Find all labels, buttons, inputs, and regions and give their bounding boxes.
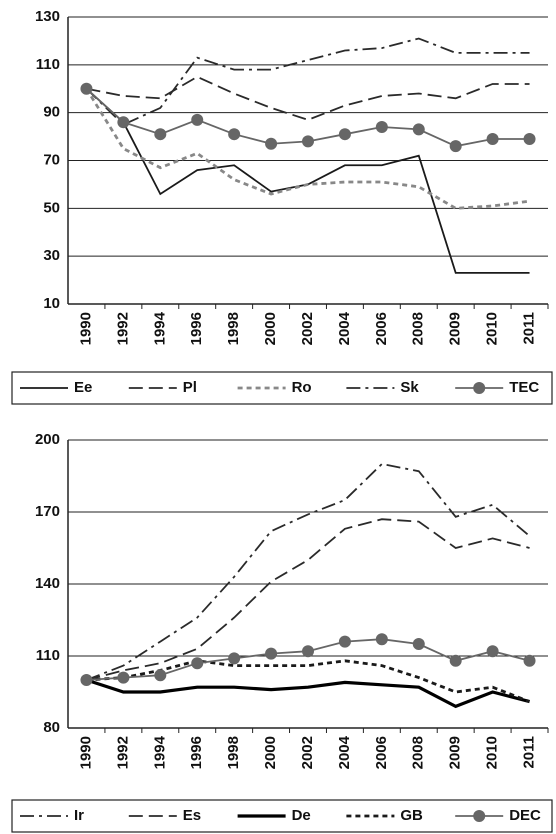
series-marker xyxy=(117,671,130,684)
legend-marker xyxy=(473,382,486,394)
legend-label: TEC xyxy=(509,379,539,396)
x-tick-label: 2002 xyxy=(299,312,316,345)
x-tick-label: 2006 xyxy=(373,736,390,769)
y-tick-label: 130 xyxy=(35,8,60,25)
series-marker xyxy=(154,669,167,682)
y-tick-label: 90 xyxy=(43,104,60,121)
x-tick-label: 1998 xyxy=(225,312,242,345)
x-tick-label: 1990 xyxy=(77,736,94,769)
series-line xyxy=(86,463,531,681)
legend-label: Pl xyxy=(183,379,197,396)
legend-box xyxy=(11,799,553,833)
legend-label: De xyxy=(292,807,311,824)
legend-label: Es xyxy=(183,807,201,824)
y-tick-label: 110 xyxy=(36,647,60,664)
legend-marker xyxy=(473,810,486,822)
y-tick-label: 50 xyxy=(43,199,60,216)
series-marker xyxy=(338,128,351,141)
legend-label: Ro xyxy=(292,379,312,396)
series-line xyxy=(86,659,531,703)
x-tick-label: 2004 xyxy=(336,311,353,345)
legend-label: Ee xyxy=(74,379,92,396)
series-marker xyxy=(228,652,241,665)
y-tick-label: 110 xyxy=(36,56,60,73)
legend-label: DEC xyxy=(509,807,541,824)
x-tick-label: 2009 xyxy=(447,736,464,769)
x-tick-label: 2008 xyxy=(410,312,427,345)
x-tick-label: 2011 xyxy=(521,312,538,345)
series-line xyxy=(85,37,530,126)
x-tick-label: 1994 xyxy=(151,735,168,769)
series-line xyxy=(85,678,530,709)
series-marker xyxy=(486,645,499,658)
legend-label: Ir xyxy=(74,807,84,824)
x-tick-label: 1992 xyxy=(114,312,131,345)
y-tick-label: 170 xyxy=(35,503,60,520)
legend-label: Sk xyxy=(400,379,419,396)
y-tick-label: 200 xyxy=(35,431,60,448)
x-tick-label: 2008 xyxy=(410,736,427,769)
x-tick-label: 1998 xyxy=(225,736,242,769)
series-marker xyxy=(154,128,167,141)
x-tick-label: 2011 xyxy=(521,736,538,769)
x-tick-label: 2004 xyxy=(336,735,353,769)
y-tick-label: 10 xyxy=(43,295,60,312)
y-tick-label: 70 xyxy=(43,151,60,168)
x-tick-label: 2002 xyxy=(299,736,316,769)
series-marker xyxy=(449,140,462,153)
series-marker xyxy=(449,654,462,667)
x-tick-label: 2006 xyxy=(373,312,390,345)
series-marker xyxy=(302,645,314,658)
y-tick-label: 80 xyxy=(43,719,60,736)
series-marker xyxy=(412,638,425,650)
series-marker xyxy=(412,123,425,136)
series-marker xyxy=(338,635,351,648)
series-marker xyxy=(523,654,536,667)
series-marker xyxy=(228,128,241,141)
y-tick-label: 30 xyxy=(43,247,60,264)
series-marker xyxy=(80,674,93,686)
series-marker xyxy=(523,132,536,145)
series-marker xyxy=(302,135,314,148)
legend-label: GB xyxy=(400,807,423,824)
series-marker xyxy=(265,137,278,150)
series-marker xyxy=(80,82,93,95)
series-line xyxy=(86,518,530,681)
series-marker xyxy=(375,633,388,646)
x-tick-label: 2000 xyxy=(262,312,279,345)
x-tick-label: 1994 xyxy=(151,311,168,345)
series-marker xyxy=(191,113,204,126)
series-marker xyxy=(265,647,278,660)
series-line xyxy=(85,88,530,274)
y-tick-label: 140 xyxy=(35,575,60,592)
x-tick-label: 2009 xyxy=(447,312,464,345)
x-tick-label: 1990 xyxy=(77,312,94,345)
legend-box xyxy=(11,371,553,405)
series-marker xyxy=(191,657,204,670)
x-tick-label: 2010 xyxy=(484,312,501,345)
series-marker xyxy=(117,116,130,129)
x-tick-label: 2000 xyxy=(262,736,279,769)
series-line xyxy=(86,75,530,121)
x-tick-label: 1992 xyxy=(114,736,131,769)
series-marker xyxy=(486,132,499,145)
series-line xyxy=(85,88,530,210)
x-tick-label: 1996 xyxy=(188,312,205,345)
x-tick-label: 1996 xyxy=(188,736,205,769)
series-marker xyxy=(375,121,388,134)
x-tick-label: 2010 xyxy=(484,736,501,769)
